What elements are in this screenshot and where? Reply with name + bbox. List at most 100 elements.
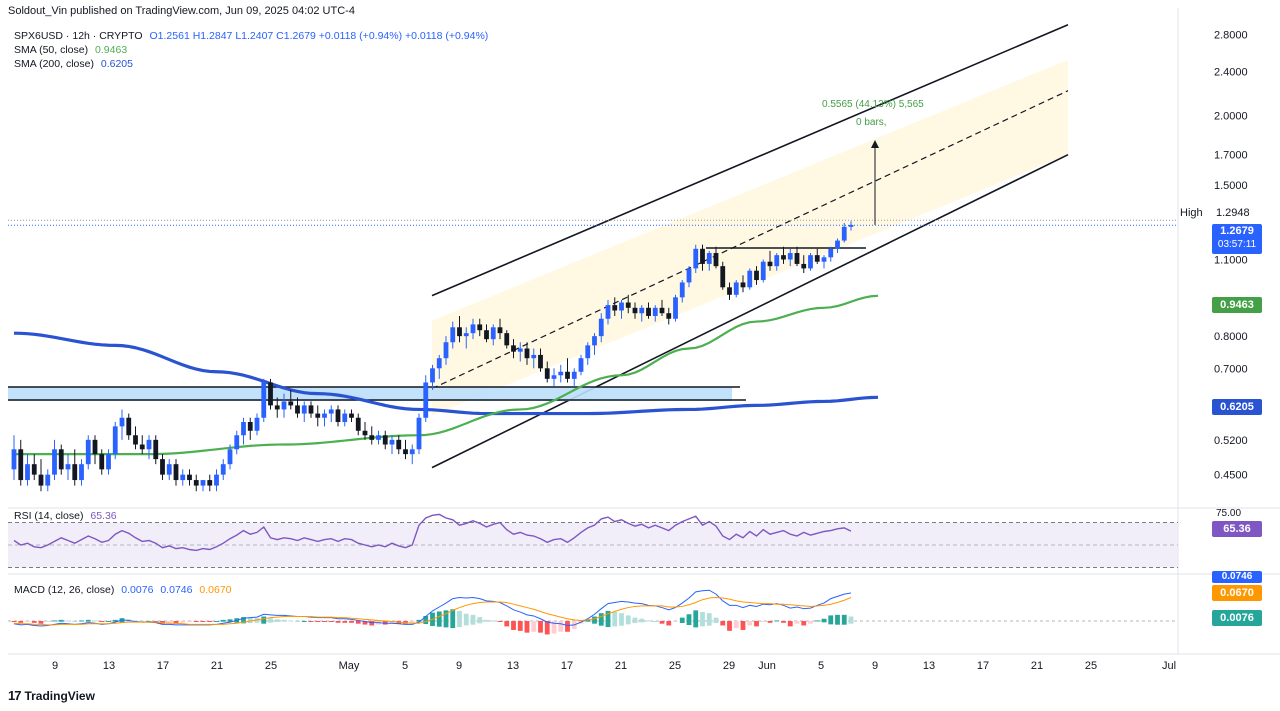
candle-body: [362, 430, 368, 436]
candle-body: [470, 324, 476, 334]
macd-histogram-bar: [639, 618, 645, 623]
macd-histogram-bar: [416, 619, 422, 622]
macd-histogram-bar: [659, 621, 665, 624]
macd-histogram-bar: [112, 619, 118, 622]
macd-histogram-bar: [808, 621, 813, 624]
candle-body: [558, 371, 564, 376]
x-tick-label: 13: [923, 660, 935, 672]
candle-body: [754, 270, 759, 281]
candle-body: [720, 266, 726, 288]
macd-histogram-bar: [544, 621, 550, 635]
tradingview-footer: 17 TradingView: [8, 688, 95, 703]
macd-histogram-bar: [409, 621, 415, 623]
channel-upper: [431, 23, 1069, 297]
y-tick-label: 2.0000: [1214, 111, 1248, 123]
candle-body: [511, 345, 516, 352]
x-tick-label: 9: [456, 660, 462, 672]
candle-body: [72, 464, 78, 481]
candle-body: [841, 226, 847, 241]
candle-body: [139, 444, 145, 450]
candle-body: [38, 474, 44, 486]
candle-body: [274, 405, 280, 410]
macd-histogram-bar: [301, 621, 307, 622]
candle-body: [457, 327, 462, 337]
rsi-label: RSI (14, close): [14, 510, 84, 522]
macd-label: MACD (12, 26, close): [14, 584, 115, 596]
macd-signal-tag: 0.0670: [1212, 585, 1262, 601]
candle-body: [369, 435, 375, 440]
macd-histogram-bar: [706, 613, 712, 626]
rsi-line: [13, 513, 852, 552]
candle-body: [241, 422, 246, 436]
candle-body: [443, 342, 449, 359]
candle-body: [301, 405, 307, 414]
macd-histogram-bar: [463, 613, 469, 626]
candle-body: [517, 348, 523, 352]
tradingview-logo-icon: 17: [8, 688, 22, 703]
macd-histogram-bar: [646, 620, 651, 622]
candle-body: [79, 464, 84, 481]
macd-histogram-bar: [801, 621, 807, 626]
macd-histogram-bar: [295, 621, 300, 622]
candle-body: [160, 459, 165, 475]
candle-body: [632, 307, 638, 314]
candle-body: [308, 405, 314, 414]
macd-histogram-bar: [193, 621, 199, 622]
candle-body: [58, 449, 64, 470]
symbol-legend: SPX6USD · 12h · CRYPTO O1.2561 H1.2847 L…: [14, 30, 488, 42]
macd-histogram-bar: [666, 621, 672, 626]
candle-body: [747, 270, 753, 288]
rsi-level-label: 75.00: [1216, 508, 1242, 519]
macd-histogram-bar: [592, 616, 597, 624]
candle-body: [106, 454, 111, 470]
candle-body: [166, 464, 172, 475]
macd-histogram-bar: [524, 621, 530, 633]
candle-body: [349, 413, 354, 418]
x-tick-label: 29: [723, 660, 735, 672]
macd-histogram-bar: [504, 621, 510, 627]
bar-countdown: 03:57:11: [1217, 239, 1257, 250]
macd-histogram-bar: [443, 610, 449, 628]
candle-body: [382, 435, 388, 445]
macd-histogram-bar: [200, 621, 206, 622]
candle-body: [646, 307, 651, 316]
candle-body: [315, 413, 321, 418]
candle-body: [85, 439, 91, 465]
sma50-price-tag: 0.9463: [1212, 297, 1262, 313]
x-tick-label: 5: [818, 660, 824, 672]
candle-body: [531, 354, 537, 359]
channel-mid: [431, 90, 1069, 390]
macd-histogram-bar: [254, 618, 260, 623]
macd-histogram-bar: [214, 621, 219, 622]
rsi-legend: RSI (14, close) 65.36: [14, 510, 117, 522]
y-tick-label: 1.7000: [1214, 150, 1248, 162]
candle-body: [659, 307, 665, 314]
x-tick-label: 25: [1085, 660, 1097, 672]
candle-body: [477, 324, 483, 331]
candle-body: [430, 368, 435, 383]
macd-histogram-bar: [146, 621, 152, 622]
macd-histogram-bar: [79, 620, 84, 622]
macd-histogram-bar: [794, 621, 800, 624]
x-tick-label: May: [339, 660, 360, 672]
candle-body: [403, 449, 408, 455]
candle-body: [254, 417, 260, 431]
candle-body: [551, 375, 557, 379]
macd-signal-value: 0.0746: [160, 584, 193, 596]
x-tick-label: Jun: [758, 660, 776, 672]
macd-histogram-bar: [25, 621, 30, 622]
ohlc-values: O1.2561 H1.2847 L1.2407 C1.2679 +0.0118 …: [149, 30, 489, 42]
candle-body: [666, 313, 672, 319]
y-tick-label: 2.4000: [1214, 67, 1248, 79]
candle-body: [207, 480, 213, 486]
candle-body: [99, 454, 105, 470]
candle-body: [214, 474, 219, 486]
candle-body: [328, 409, 334, 414]
macd-histogram-bar: [727, 621, 732, 631]
macd-histogram-bar: [335, 621, 341, 623]
candle-body: [436, 358, 442, 369]
candle-body: [774, 255, 780, 267]
sma50-label: SMA (50, close): [14, 44, 89, 56]
candle-body: [504, 333, 510, 346]
macd-histogram-bar: [774, 620, 780, 622]
